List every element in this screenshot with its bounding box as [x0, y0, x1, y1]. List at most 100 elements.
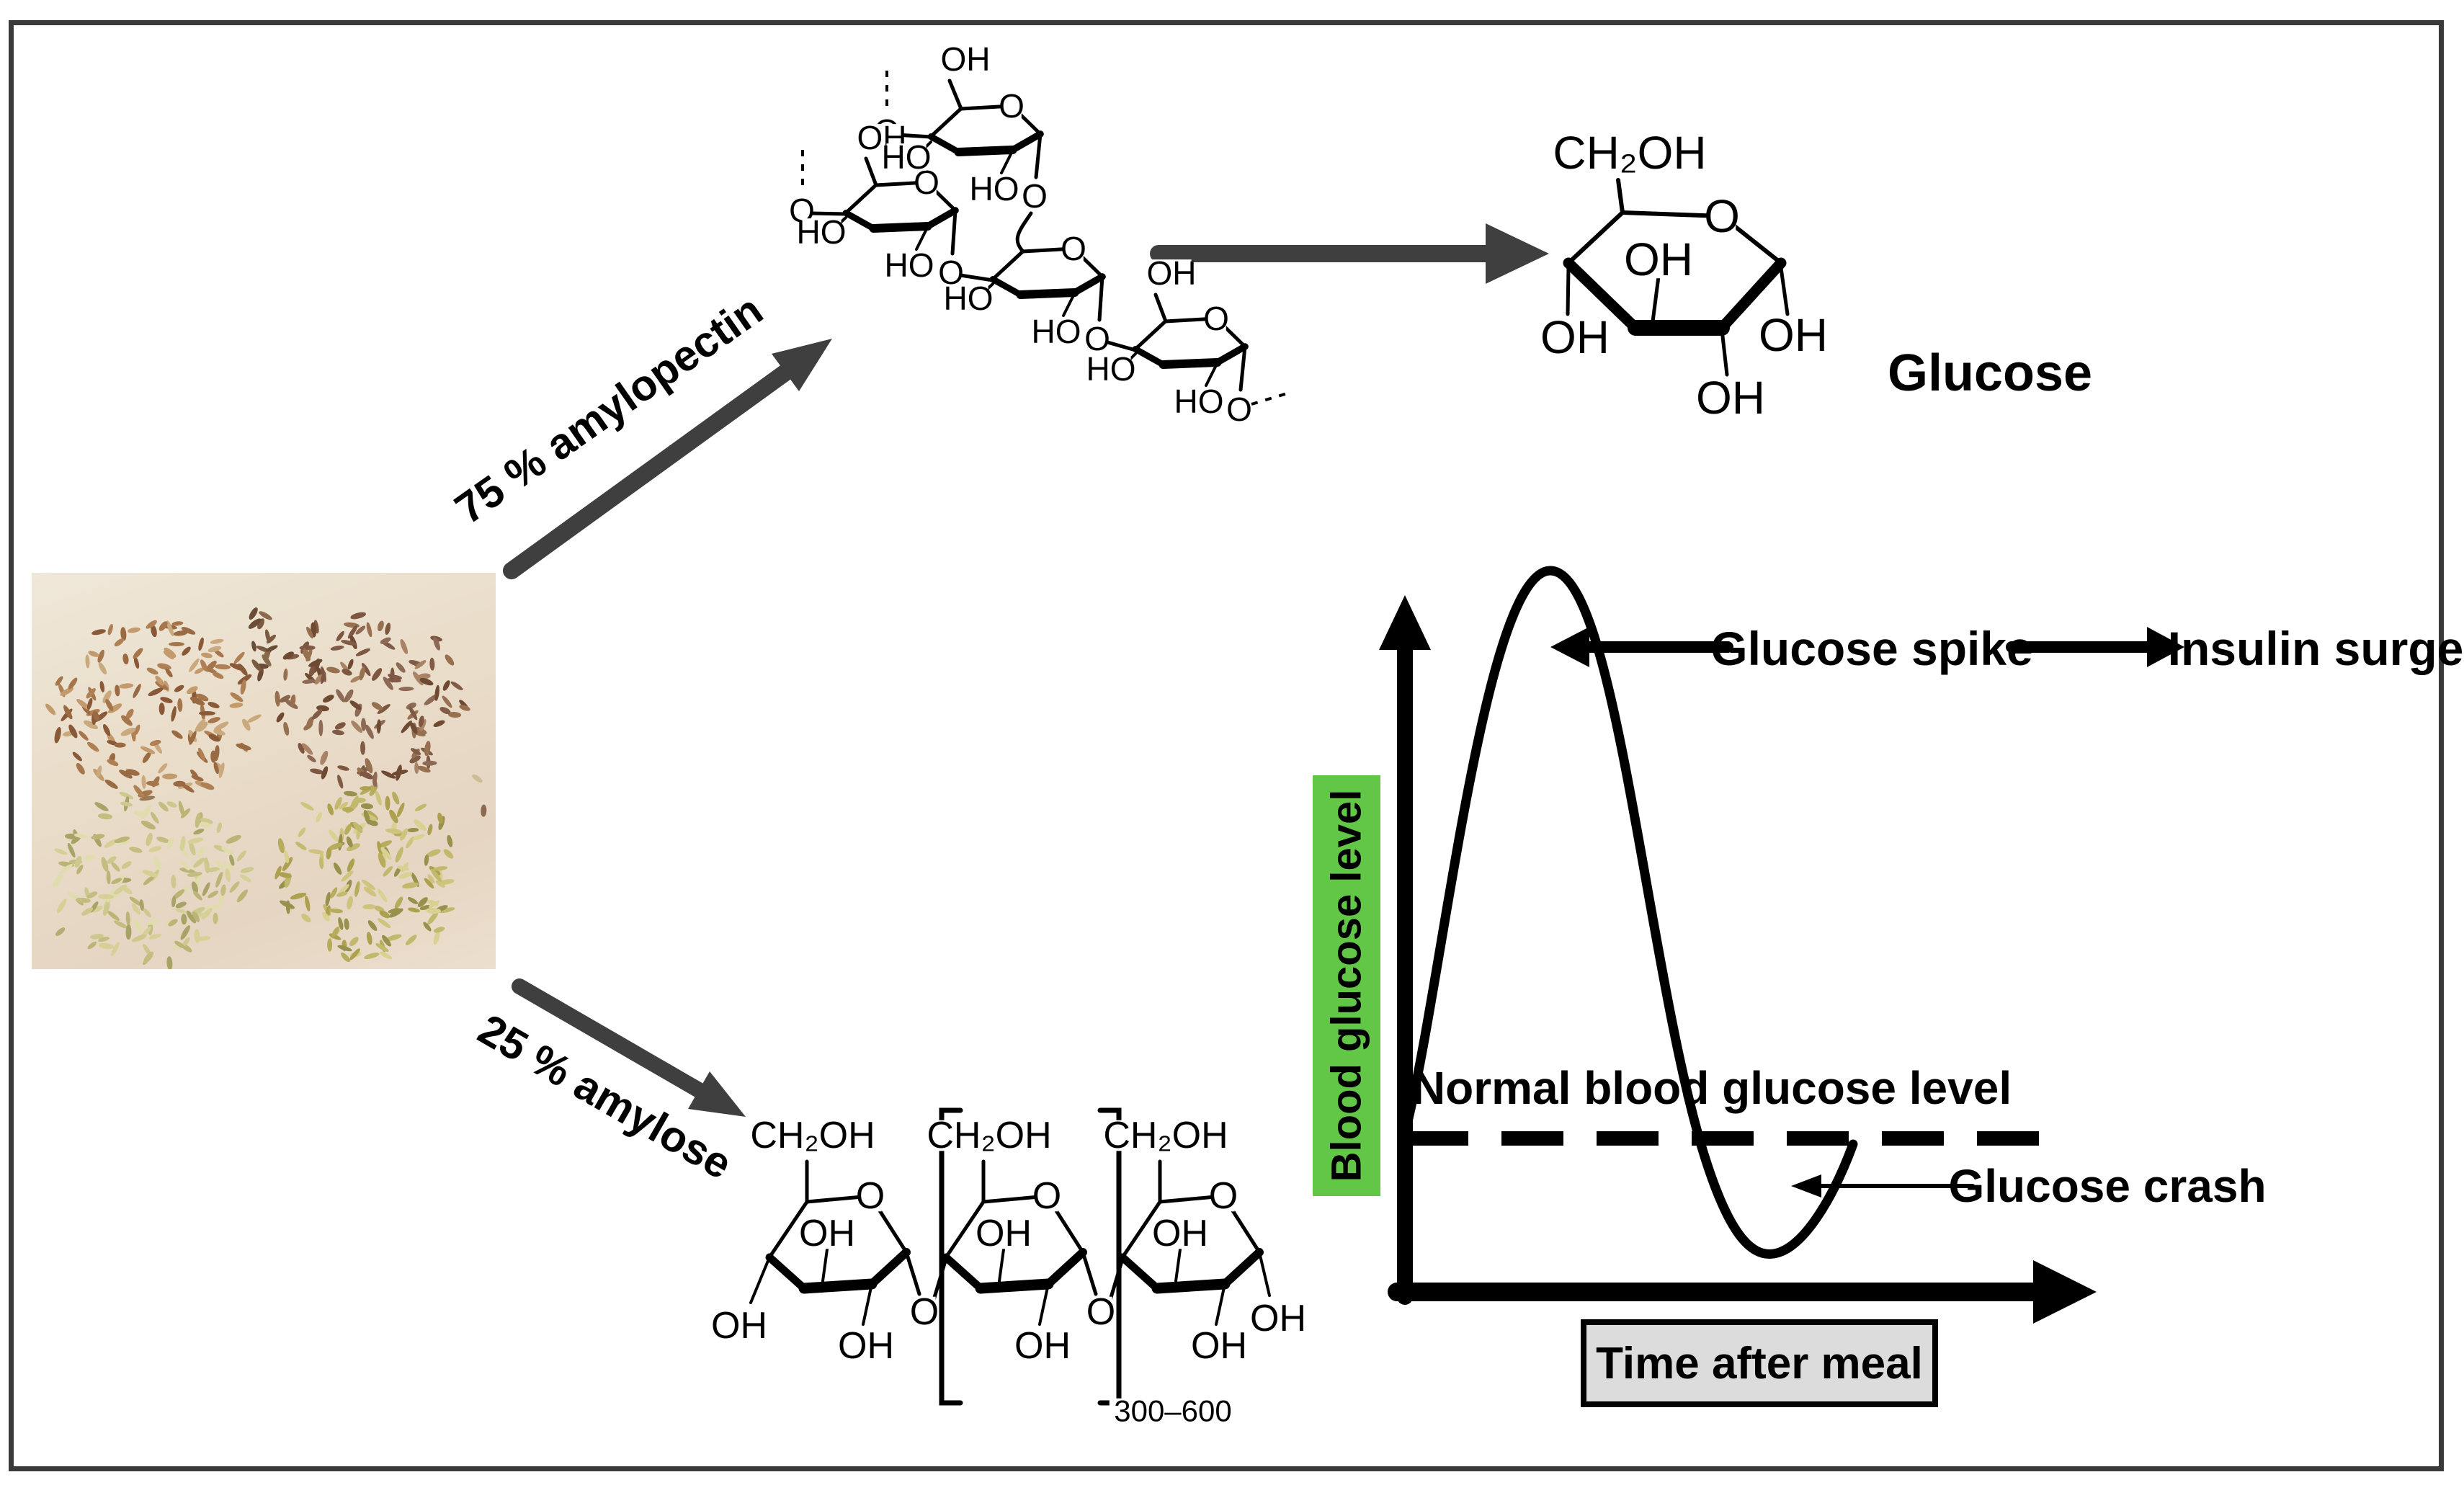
bond: [1716, 257, 1787, 334]
label-backing: [1561, 133, 1699, 172]
insulin-surge-label: Insulin surge: [2167, 622, 2464, 675]
label-backing: [948, 285, 988, 312]
label-backing: [1255, 1303, 1301, 1334]
bond: [1071, 273, 1106, 296]
atom-label: OH: [1152, 1213, 1208, 1254]
label-backing: [974, 175, 1014, 202]
bond: [954, 146, 1017, 156]
bond: [749, 1256, 771, 1304]
bracket-left: [939, 1107, 963, 1406]
bond: [924, 207, 959, 230]
x-axis-label-box: Time after meal: [1581, 1319, 1938, 1407]
label-backing: [1206, 305, 1226, 332]
bond: [944, 1200, 986, 1259]
bond: [1097, 275, 1104, 322]
bond: [1034, 132, 1043, 179]
atom-label: OH: [1624, 233, 1693, 285]
atom-label: O: [1061, 230, 1086, 267]
atom-label: OH: [1191, 1325, 1247, 1367]
bond: [1009, 130, 1044, 153]
bond: [1062, 291, 1076, 317]
bond: [1720, 328, 1729, 377]
bond: [809, 211, 848, 216]
atom-label: O: [1203, 300, 1229, 337]
label-backing: [804, 1218, 850, 1249]
bond: [975, 1278, 1054, 1294]
label-backing: [1196, 1330, 1242, 1362]
atom-label: OH: [941, 40, 991, 78]
atom-label: HO: [797, 213, 847, 251]
atom-label: O: [1086, 1291, 1115, 1333]
amylose-arrowhead: [688, 1071, 746, 1117]
glucose-label: Glucose: [1887, 344, 2093, 402]
normal-blood-glucose-label: Normal blood glucose level: [1411, 1062, 2012, 1114]
label-backing: [886, 143, 927, 171]
insulin-arrowhead: [2147, 627, 2184, 667]
atom-label: OH: [1014, 1325, 1071, 1367]
atom-label: O: [1704, 190, 1740, 242]
atom-label: O: [938, 254, 964, 291]
atom-label: HO: [1086, 350, 1136, 388]
dashed-line: [1251, 391, 1290, 406]
glucose-curve: [1403, 566, 1858, 1259]
bond: [989, 276, 1024, 298]
label-backing: [843, 1330, 889, 1362]
label-backing: [716, 1310, 762, 1342]
atom-label: OH: [976, 1213, 1032, 1254]
bond: [867, 1248, 911, 1288]
bond: [1044, 1248, 1087, 1288]
bond: [1000, 148, 1014, 174]
label-backing: [1547, 318, 1603, 357]
atom-label: OH: [1250, 1298, 1306, 1339]
atom-label: CH₂OH: [927, 1115, 1051, 1156]
crash-pointer-head: [1791, 1174, 1821, 1198]
amylose-arrow: [512, 978, 707, 1098]
bond: [1205, 361, 1219, 387]
label-backing: [756, 1120, 869, 1151]
glucose-crash-label: Glucose crash: [1948, 1160, 2267, 1212]
bond: [950, 208, 958, 256]
atom-label: O: [1084, 320, 1110, 357]
bond: [929, 107, 963, 138]
repeat-count-label: 300–600: [1114, 1394, 1232, 1428]
bond: [927, 133, 962, 156]
atom-label: O: [999, 87, 1025, 125]
label-backing: [859, 1180, 882, 1212]
bond: [1566, 210, 1625, 265]
label-backing: [933, 1120, 1045, 1151]
label-backing: [1212, 1180, 1235, 1212]
y-axis-label-box: Blood glucose level: [1313, 775, 1380, 1196]
bond: [958, 273, 995, 282]
amylopectin-arrow: [503, 364, 794, 579]
atom-label: O: [1226, 391, 1252, 428]
label-backing: [1157, 1218, 1203, 1249]
bond: [1081, 1250, 1098, 1296]
label-backing: [1036, 318, 1076, 345]
bond: [1153, 293, 1168, 324]
bond: [1174, 1248, 1182, 1283]
glucose-spike-label: Glucose spike: [1710, 622, 2033, 675]
atom-label: HO: [885, 246, 934, 284]
figure-border: [9, 20, 2444, 1471]
x-axis-arrowhead: [2033, 1260, 2097, 1324]
bond: [1616, 178, 1625, 215]
bond: [862, 1283, 873, 1326]
bond: [894, 133, 933, 139]
atom-label: O: [910, 1291, 939, 1333]
bond: [844, 183, 878, 215]
bond: [991, 249, 1025, 281]
bond: [864, 156, 878, 187]
bond: [765, 1253, 808, 1293]
amylopectin-arrowhead: [772, 339, 832, 391]
bond: [1238, 344, 1247, 392]
label-backing: [1109, 1398, 1237, 1424]
label-backing: [889, 251, 929, 279]
label-backing: [945, 45, 986, 73]
bond: [1118, 1253, 1161, 1293]
label-backing: [1229, 396, 1249, 423]
atom-label: OH: [1147, 254, 1197, 292]
bond: [1620, 210, 1724, 218]
label-backing: [913, 1296, 936, 1328]
